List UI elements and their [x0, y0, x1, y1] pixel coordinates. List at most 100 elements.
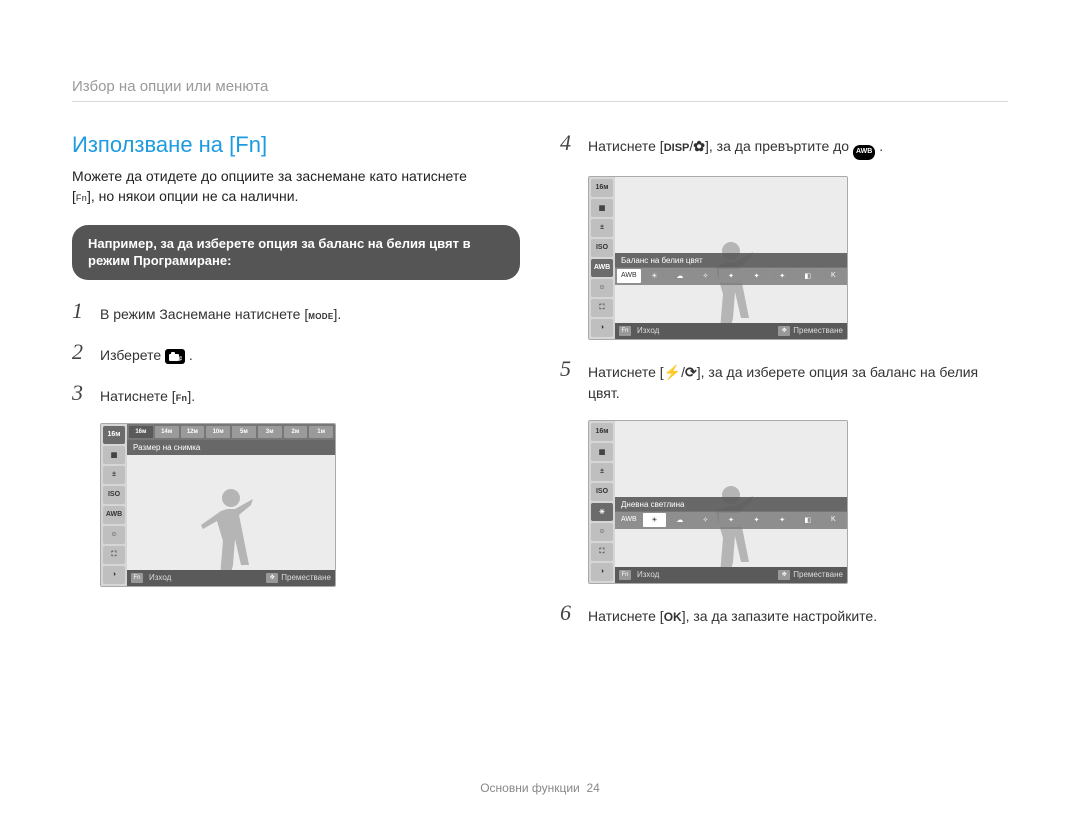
example-pill: Например, за да изберете опция за баланс…	[72, 225, 520, 280]
wb-opt: ✦	[770, 269, 794, 283]
timer-icon: ⟳	[685, 364, 697, 380]
size-opt: 10ᴍ	[206, 426, 230, 438]
right-column: 4 Натиснете [DISP/✿], за да превъртите д…	[560, 132, 1008, 643]
section-title: Използване на [Fn]	[72, 132, 520, 158]
fn-mini-icon: Fn	[131, 573, 143, 583]
nav-mini-icon: ✥	[778, 570, 790, 580]
step-1: 1 В режим Заснемане натиснете [MODE].	[72, 300, 520, 325]
side-icon: ISO	[591, 239, 613, 257]
side-icon: 16ᴍ	[103, 426, 125, 444]
wb-opt: ☁	[668, 513, 692, 527]
wb-opt: ✦	[719, 269, 743, 283]
fn-label: Fn	[76, 193, 87, 203]
wb-options: AWB ☀ ☁ ✧ ✦ ✦ ✦ ◧ K	[615, 511, 847, 529]
left-column: Използване на [Fn] Можете да отидете до …	[72, 132, 520, 643]
side-icon: ±	[591, 463, 613, 481]
step-number: 2	[72, 341, 90, 363]
intro-paragraph: Можете да отидете до опциите за заснеман…	[72, 166, 520, 207]
size-opt: 12ᴍ	[181, 426, 205, 438]
cam-view: 16ᴍ 14ᴍ 12ᴍ 10ᴍ 5ᴍ 3ᴍ 2ᴍ 1ᴍ Размер на сн…	[127, 424, 335, 586]
size-row: 16ᴍ 14ᴍ 12ᴍ 10ᴍ 5ᴍ 3ᴍ 2ᴍ 1ᴍ	[127, 424, 335, 440]
step-number: 3	[72, 382, 90, 404]
step-3: 3 Натиснете [Fn].	[72, 382, 520, 407]
wb-opt: K	[822, 269, 846, 283]
step-number: 4	[560, 132, 578, 154]
size-opt: 5ᴍ	[232, 426, 256, 438]
intro-line2: , но някои опции не са налични.	[91, 188, 299, 204]
wb-opt: ◧	[796, 513, 820, 527]
exit-label: Изход	[637, 570, 659, 579]
size-opt: 3ᴍ	[258, 426, 282, 438]
manual-page: Избор на опции или менюта Използване на …	[0, 0, 1080, 683]
wb-opt: ✦	[745, 269, 769, 283]
flash-icon: ⚡	[664, 364, 681, 380]
step-text: Натиснете [⚡/⟳], за да изберете опция за…	[588, 358, 1008, 404]
svg-text:P: P	[179, 357, 182, 362]
side-icon: ◑	[591, 319, 613, 337]
wb-opt: ✦	[745, 513, 769, 527]
breadcrumb: Избор на опции или менюта	[72, 78, 1008, 102]
step-number: 1	[72, 300, 90, 322]
side-icon: ±	[103, 466, 125, 484]
step-text: Натиснете [OK], за да запазите настройки…	[588, 602, 877, 627]
awb-icon: AWB	[853, 145, 875, 160]
cam-sidebar: 16ᴍ ▦ ± ISO ☀ ☺ ⛶ ◑	[589, 421, 615, 583]
wb-options: AWB ☀ ☁ ✧ ✦ ✦ ✦ ◧ K	[615, 267, 847, 285]
step-text: Натиснете [Fn].	[100, 382, 195, 407]
nav-mini-icon: ✥	[266, 573, 278, 583]
size-opt: 16ᴍ	[129, 426, 153, 438]
camera-ui-daylight: 16ᴍ ▦ ± ISO ☀ ☺ ⛶ ◑ Дневна светлина	[588, 420, 848, 584]
exit-label: Изход	[637, 326, 659, 335]
side-icon: ▦	[591, 443, 613, 461]
side-icon: ◑	[103, 566, 125, 584]
wb-opt: ◧	[796, 269, 820, 283]
macro-icon: ✿	[693, 138, 705, 154]
wb-opt: ☁	[668, 269, 692, 283]
nav-mini-icon: ✥	[778, 326, 790, 336]
exit-label: Изход	[149, 573, 171, 582]
intro-line1: Можете да отидете до опциите за заснеман…	[72, 168, 467, 184]
step-number: 6	[560, 602, 578, 624]
step-text: Натиснете [DISP/✿], за да превъртите до …	[588, 132, 883, 160]
side-icon: AWB	[103, 506, 125, 524]
side-icon: ▦	[103, 446, 125, 464]
wb-opt: AWB	[617, 269, 641, 283]
size-opt: 2ᴍ	[284, 426, 308, 438]
step-text: В режим Заснемане натиснете [MODE].	[100, 300, 341, 325]
side-icon: ◑	[591, 563, 613, 581]
cam-view: Дневна светлина AWB ☀ ☁ ✧ ✦ ✦ ✦ ◧ K	[615, 421, 847, 583]
wb-opt: K	[822, 513, 846, 527]
step-2: 2 Изберете P .	[72, 341, 520, 366]
size-opt: 1ᴍ	[309, 426, 333, 438]
side-icon: ⛶	[591, 543, 613, 561]
camera-ui-white-balance: 16ᴍ ▦ ± ISO AWB ☺ ⛶ ◑ Баланс на белия цв…	[588, 176, 848, 340]
size-opt: 14ᴍ	[155, 426, 179, 438]
step-number: 5	[560, 358, 578, 380]
side-icon: 16ᴍ	[591, 423, 613, 441]
wb-opt: AWB	[617, 513, 641, 527]
camera-ui-photo-size: 16ᴍ ▦ ± ISO AWB ☺ ⛶ ◑ 16ᴍ 14ᴍ 12ᴍ	[100, 423, 336, 587]
side-icon: ISO	[103, 486, 125, 504]
page-footer: Основни функции 24	[0, 781, 1080, 795]
wb-opt: ☀	[643, 269, 667, 283]
two-columns: Използване на [Fn] Можете да отидете до …	[72, 132, 1008, 643]
move-label: ✥ Преместване	[778, 326, 843, 336]
fn-mini-icon: Fn	[619, 570, 631, 580]
cam-view: Баланс на белия цвят AWB ☀ ☁ ✧ ✦ ✦ ✦ ◧ K	[615, 177, 847, 339]
wb-opt: ✧	[694, 269, 718, 283]
side-icon: ☺	[591, 523, 613, 541]
cam-body: 16ᴍ ▦ ± ISO AWB ☺ ⛶ ◑ Баланс на белия цв…	[589, 177, 847, 339]
cam-footer: Fn Изход ✥ Преместване	[127, 570, 335, 586]
step-6: 6 Натиснете [OK], за да запазите настрой…	[560, 602, 1008, 627]
side-icon: ⛶	[103, 546, 125, 564]
cam-body: 16ᴍ ▦ ± ISO AWB ☺ ⛶ ◑ 16ᴍ 14ᴍ 12ᴍ	[101, 424, 335, 586]
fn-mini-icon: Fn	[619, 326, 631, 336]
cam-sidebar: 16ᴍ ▦ ± ISO AWB ☺ ⛶ ◑	[101, 424, 127, 586]
camera-p-icon: P	[165, 349, 185, 364]
step-5: 5 Натиснете [⚡/⟳], за да изберете опция …	[560, 358, 1008, 404]
step-4: 4 Натиснете [DISP/✿], за да превъртите д…	[560, 132, 1008, 160]
wb-opt: ✧	[694, 513, 718, 527]
side-icon: ±	[591, 219, 613, 237]
side-icon: ☀	[591, 503, 613, 521]
step-text: Изберете P .	[100, 341, 193, 366]
